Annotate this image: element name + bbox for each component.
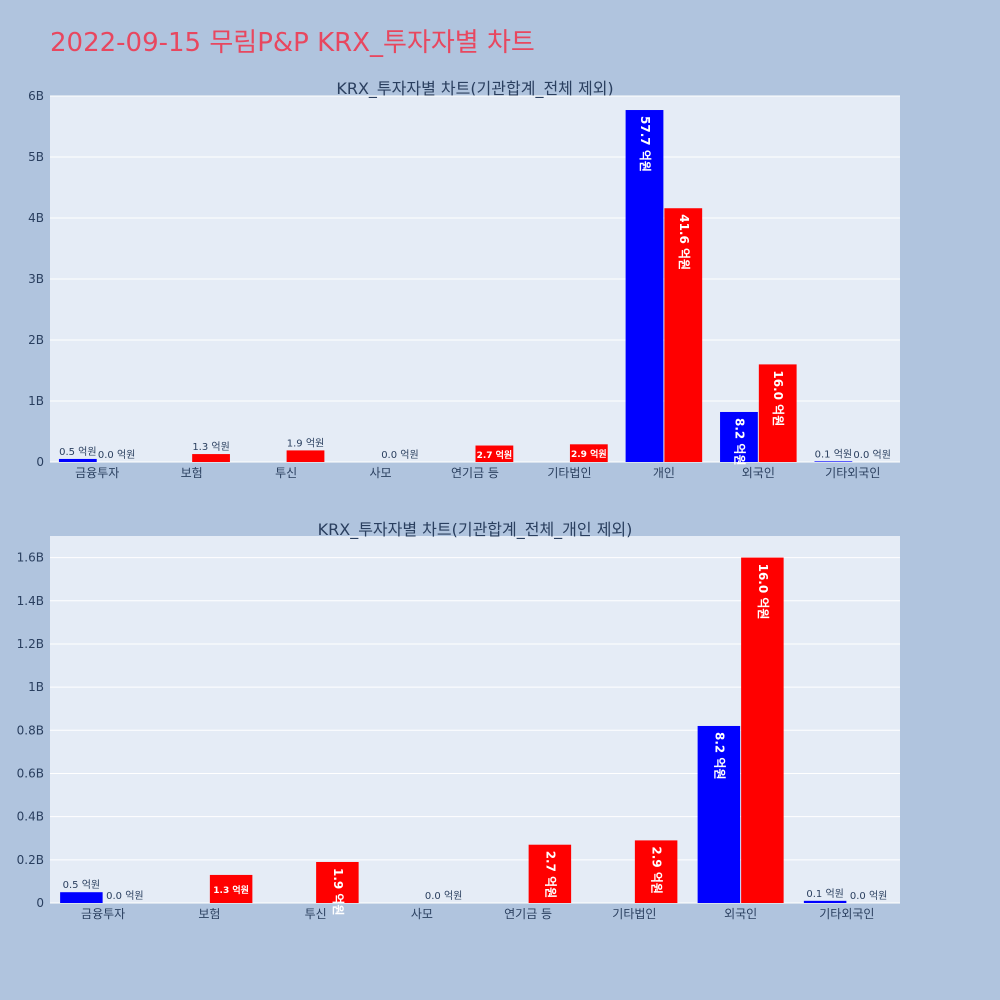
bar — [625, 110, 664, 462]
chart-title: KRX_투자자별 차트(기관합계_전체 제외) — [336, 79, 613, 99]
x-tick-label: 기타법인 — [612, 907, 656, 921]
y-tick-label: 3B — [28, 272, 44, 286]
y-tick-label: 0 — [36, 896, 44, 910]
bar — [475, 445, 514, 462]
chart-title: KRX_투자자별 차트(기관합계_전체_개인 제외) — [318, 520, 633, 540]
data-label: 16.0 억원 — [756, 564, 770, 620]
y-tick-label: 5B — [28, 150, 44, 164]
data-label: 1.9 억원 — [287, 437, 324, 449]
x-tick-label: 개인 — [653, 466, 675, 480]
x-tick-label: 외국인 — [742, 466, 775, 480]
data-label: 8.2 억원 — [732, 418, 746, 466]
bar — [634, 840, 678, 903]
data-label: 0.0 억원 — [98, 449, 135, 461]
x-tick-label: 기타외국인 — [819, 907, 874, 921]
bar — [720, 411, 758, 462]
bar — [60, 892, 103, 903]
y-tick-label: 6B — [28, 89, 44, 103]
x-tick-label: 보험 — [198, 907, 220, 921]
data-label: 0.1 억원 — [806, 888, 843, 900]
data-label: 1.9 억원 — [331, 868, 345, 916]
y-tick-label: 2B — [28, 333, 44, 347]
x-tick-label: 외국인 — [724, 907, 757, 921]
y-tick-label: 0.2B — [17, 853, 44, 867]
bar — [528, 844, 572, 903]
x-tick-label: 기타법인 — [547, 466, 591, 480]
data-label: 1.3 억원 — [192, 441, 229, 453]
y-tick-label: 0 — [36, 455, 44, 469]
data-label: 2.9 억원 — [650, 846, 664, 894]
x-tick-label: 보험 — [181, 466, 203, 480]
data-label: 41.6 억원 — [677, 214, 691, 270]
x-tick-label: 금융투자 — [81, 907, 125, 921]
bar — [316, 861, 359, 903]
data-label: 2.7 억원 — [477, 449, 513, 461]
y-tick-label: 1.2B — [17, 637, 44, 651]
y-tick-label: 0.8B — [17, 723, 44, 737]
x-tick-label: 기타외국인 — [825, 466, 880, 480]
data-label: 0.5 억원 — [59, 446, 96, 458]
chart-panel-2: KRX_투자자별 차트(기관합계_전체_개인 제외) 0 0.2B 0.4B 0.6B 0… — [17, 520, 900, 921]
chart-panel-1: KRX_투자자별 차트(기관합계_전체 제외) 0 1B 2B 3B 4B 5B 6B 금융투자… — [28, 79, 900, 480]
bar — [803, 900, 847, 903]
y-tick-label: 4B — [28, 211, 44, 225]
data-label: 16.0 억원 — [771, 370, 785, 426]
bar — [814, 461, 853, 462]
data-label: 0.0 억원 — [850, 890, 887, 902]
bar — [192, 454, 230, 462]
y-tick-label: 1B — [28, 394, 44, 408]
data-label: 2.9 억원 — [571, 448, 607, 460]
page-title: 2022-09-15 무림P&P KRX_투자자별 차트 — [50, 28, 535, 58]
data-label: 8.2 억원 — [712, 732, 726, 780]
bar — [58, 458, 97, 462]
y-tick-label: 0.4B — [17, 810, 44, 824]
x-tick-label: 연기금 등 — [451, 466, 499, 480]
x-tick-label: 연기금 등 — [504, 907, 552, 921]
y-tick-label: 1B — [28, 680, 44, 694]
x-tick-label: 투신 — [305, 907, 327, 921]
data-label: 0.0 억원 — [381, 449, 418, 461]
data-label: 57.7 억원 — [638, 116, 652, 172]
x-tick-label: 사모 — [370, 466, 392, 480]
data-label: 0.0 억원 — [853, 449, 890, 461]
bar — [664, 208, 703, 462]
data-label: 0.0 억원 — [425, 890, 462, 902]
bar — [569, 444, 608, 462]
data-label: 0.0 억원 — [106, 890, 143, 902]
bar — [697, 725, 741, 903]
x-tick-label: 사모 — [411, 907, 433, 921]
data-label: 0.5 억원 — [63, 879, 100, 891]
bar — [209, 874, 253, 903]
bar — [741, 557, 784, 903]
y-tick-label: 0.6B — [17, 766, 44, 780]
y-tick-label: 1.6B — [17, 551, 44, 565]
x-tick-label: 투신 — [275, 466, 297, 480]
data-label: 1.3 억원 — [213, 884, 249, 896]
x-tick-label: 금융투자 — [75, 466, 119, 480]
bar — [286, 450, 325, 462]
data-label: 0.1 억원 — [815, 448, 852, 460]
y-tick-label: 1.4B — [17, 594, 44, 608]
bar — [758, 364, 797, 462]
data-label: 2.7 억원 — [543, 851, 557, 899]
